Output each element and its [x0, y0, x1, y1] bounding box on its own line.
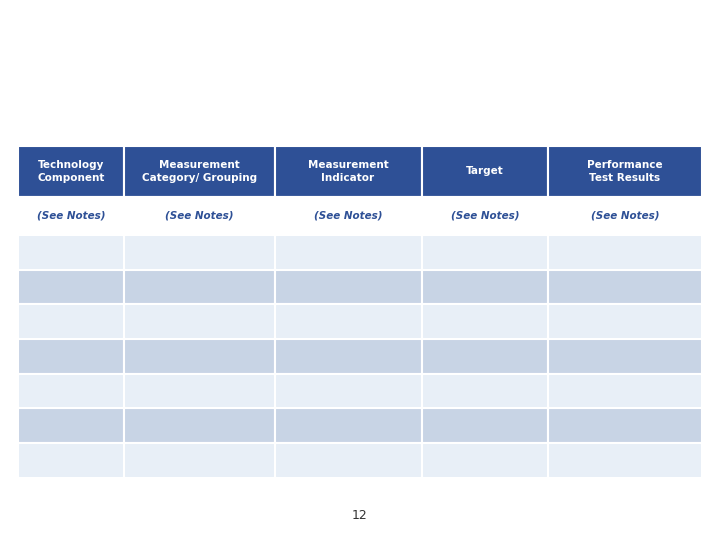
Text: Target: Target: [466, 166, 504, 177]
Text: (See Notes): (See Notes): [591, 211, 660, 221]
Text: Measurement
Indicator: Measurement Indicator: [307, 160, 388, 183]
Text: Performance Measurement Area: Technology: Performance Measurement Area: Technology: [13, 37, 714, 64]
Text: (See Notes): (See Notes): [165, 211, 233, 221]
Text: (See Notes): (See Notes): [37, 211, 105, 221]
Text: Measurement
Category/ Grouping: Measurement Category/ Grouping: [142, 160, 257, 183]
Text: Technology
Component: Technology Component: [37, 160, 104, 183]
Text: (See Notes): (See Notes): [451, 211, 519, 221]
Text: (See Notes): (See Notes): [314, 211, 382, 221]
Text: 12: 12: [352, 509, 368, 522]
Text: Performance
Test Results: Performance Test Results: [588, 160, 663, 183]
